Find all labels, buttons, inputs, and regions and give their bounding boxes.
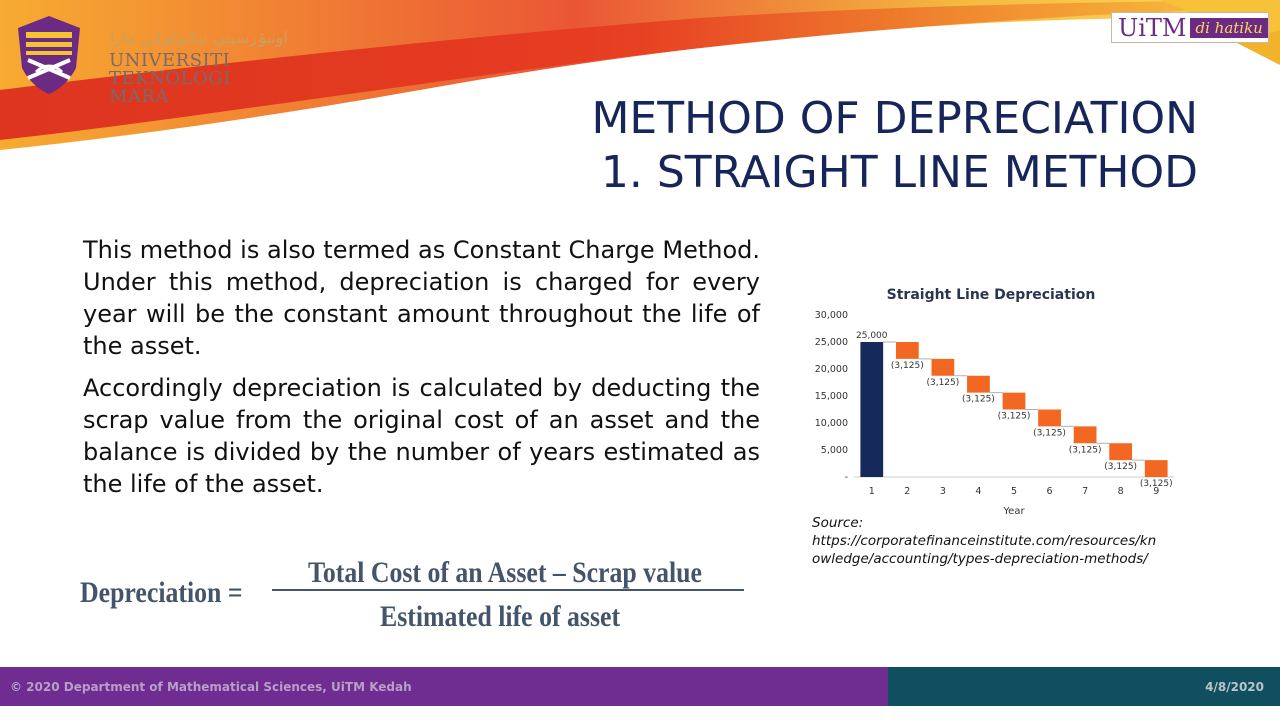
body-text: This method is also termed as Constant C… — [83, 234, 760, 510]
bar-year-1 — [860, 342, 884, 477]
data-label-year-1: 25,000 — [856, 331, 888, 341]
logo-text: UNIVERSITI TEKNOLOGI MARA — [109, 52, 231, 106]
title-line-2: 1. STRAIGHT LINE METHOD — [600, 147, 1198, 198]
source-label: Source: — [812, 515, 864, 531]
badge-tagline: di hatiku — [1190, 17, 1268, 38]
footer-date: 4/8/2020 — [888, 667, 1280, 706]
y-tick-label-5: 5,000 — [821, 445, 848, 456]
uitm-crest-icon — [18, 16, 80, 94]
badge-brand: UiTM — [1118, 13, 1187, 42]
formula-fraction-bar — [272, 589, 744, 591]
x-tick-label-5: 5 — [1011, 486, 1017, 497]
data-label-year-6: (3,125) — [1033, 428, 1066, 438]
uitm-di-hatiku-badge: UiTM di hatiku — [1111, 12, 1269, 43]
bar-year-6 — [1038, 409, 1061, 427]
x-tick-label-2: 2 — [904, 486, 910, 497]
formula-denominator: Estimated life of asset — [380, 600, 621, 633]
bar-year-7 — [1073, 426, 1097, 444]
paragraph-1: This method is also termed as Constant C… — [83, 236, 760, 360]
y-tick-label-0: 30,000 — [815, 310, 848, 321]
formula-numerator: Total Cost of an Asset – Scrap value — [308, 556, 702, 589]
data-label-year-2: (3,125) — [891, 361, 924, 371]
x-tick-label-6: 6 — [1047, 486, 1053, 497]
chart-title: Straight Line Depreciation — [887, 287, 1096, 303]
source-citation: Source: https://corporatefinanceinstitut… — [812, 514, 1162, 568]
x-tick-label-7: 7 — [1082, 486, 1088, 497]
depreciation-formula: Depreciation = Total Cost of an Asset – … — [80, 552, 760, 642]
y-tick-label-1: 25,000 — [815, 337, 848, 348]
slide-title: METHOD OF DEPRECIATION 1. STRAIGHT LINE … — [591, 92, 1198, 200]
paragraph-2: Accordingly depreciation is calculated b… — [83, 374, 760, 498]
data-label-year-8: (3,125) — [1104, 462, 1137, 472]
logo-line-1: UNIVERSITI — [109, 50, 231, 71]
bar-year-4 — [967, 375, 990, 393]
data-label-year-9: (3,125) — [1140, 479, 1173, 489]
formula-lhs: Depreciation = — [80, 576, 243, 609]
logo-line-3: MARA — [109, 86, 169, 107]
bar-year-2 — [895, 342, 919, 359]
uitm-logo: اونيۏرسيتي تيكنولوݢي مارا UNIVERSITI TEK… — [14, 14, 288, 106]
bar-year-3 — [931, 358, 955, 376]
source-url[interactable]: https://corporatefinanceinstitute.com/re… — [812, 533, 1157, 567]
bar-year-8 — [1109, 443, 1133, 461]
data-label-year-7: (3,125) — [1069, 445, 1102, 455]
y-tick-label-2: 20,000 — [815, 364, 848, 375]
data-label-year-3: (3,125) — [926, 378, 959, 388]
bar-year-5 — [1002, 392, 1026, 410]
y-tick-label-4: 10,000 — [815, 418, 848, 429]
data-label-year-5: (3,125) — [998, 412, 1031, 422]
title-line-1: METHOD OF DEPRECIATION — [591, 93, 1198, 144]
x-tick-label-8: 8 — [1118, 486, 1124, 497]
x-tick-label-4: 4 — [975, 486, 981, 497]
data-label-year-4: (3,125) — [962, 395, 995, 405]
x-tick-label-3: 3 — [940, 486, 946, 497]
footer-copyright: © 2020 Department of Mathematical Scienc… — [0, 667, 888, 706]
x-tick-label-1: 1 — [869, 486, 875, 497]
logo-jawi-text: اونيۏرسيتي تيكنولوݢي مارا — [110, 28, 288, 47]
x-tick-label-9: 9 — [1153, 486, 1159, 497]
y-tick-label-3: 15,000 — [815, 391, 848, 402]
straight-line-depreciation-chart: Straight Line Depreciation30,00025,00020… — [815, 287, 1174, 517]
y-tick-label-6: - — [845, 472, 848, 483]
logo-line-2: TEKNOLOGI — [109, 68, 231, 89]
footer-bar: © 2020 Department of Mathematical Scienc… — [0, 667, 1280, 706]
x-axis-label: Year — [1002, 506, 1025, 517]
bar-year-9 — [1144, 460, 1168, 477]
